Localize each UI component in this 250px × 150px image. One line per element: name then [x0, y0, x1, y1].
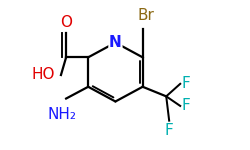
Text: N: N	[109, 35, 122, 50]
Text: F: F	[165, 123, 173, 138]
Text: F: F	[182, 98, 190, 113]
Text: O: O	[60, 15, 72, 30]
Text: NH₂: NH₂	[48, 106, 77, 122]
Text: HO: HO	[32, 68, 55, 82]
Text: F: F	[182, 76, 190, 91]
Text: Br: Br	[138, 8, 155, 23]
